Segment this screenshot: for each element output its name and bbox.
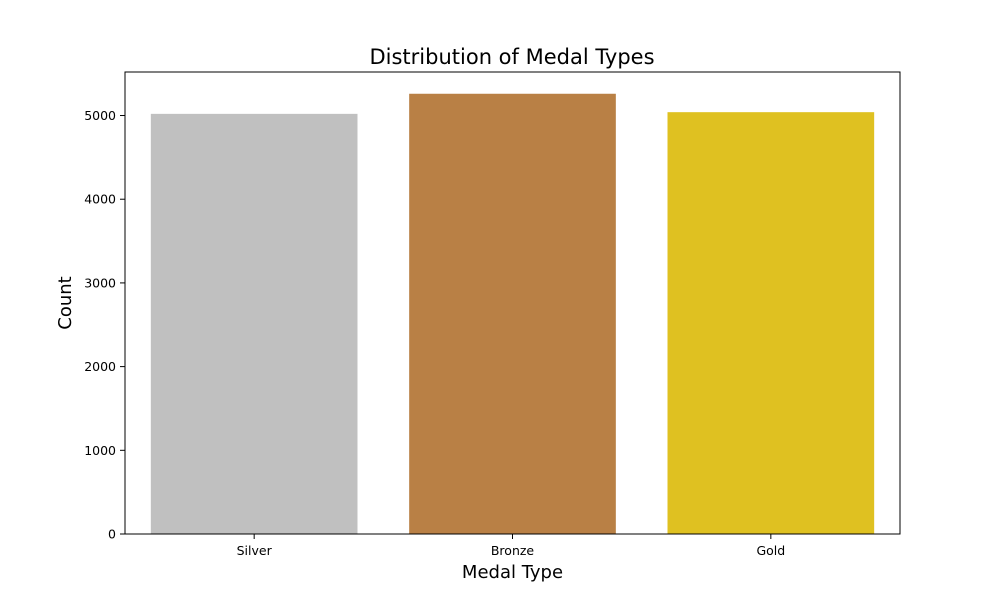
y-axis-title: Count: [55, 276, 76, 329]
bar-bronze: [409, 93, 616, 535]
x-tick-label-silver: Silver: [237, 543, 273, 558]
y-tick-label-3000: 3000: [84, 275, 116, 290]
bar-silver: [150, 113, 358, 534]
bar-gold: [667, 112, 875, 534]
y-tick-label-4000: 4000: [84, 192, 116, 207]
plot-area-frame: [124, 71, 901, 535]
x-axis-title: Medal Type: [462, 562, 563, 583]
x-tick-label-bronze: Bronze: [491, 543, 535, 558]
y-axis-ticks: 0 1000 2000 3000 4000 5000: [84, 108, 125, 542]
x-axis-ticks: Silver Bronze Gold: [237, 534, 785, 558]
y-tick-label-5000: 5000: [84, 108, 116, 123]
y-tick-label-2000: 2000: [84, 359, 116, 374]
x-tick-label-gold: Gold: [756, 543, 785, 558]
bars-group: [150, 93, 875, 535]
y-tick-label-1000: 1000: [84, 443, 116, 458]
chart-title: Distribution of Medal Types: [369, 45, 654, 69]
y-tick-label-0: 0: [108, 527, 116, 542]
